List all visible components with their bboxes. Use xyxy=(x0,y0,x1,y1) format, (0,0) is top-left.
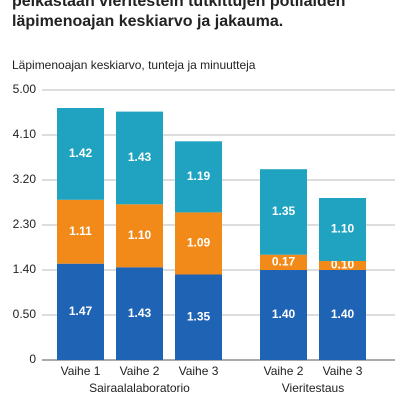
bar-segment xyxy=(260,270,307,360)
bar-segment xyxy=(260,254,307,270)
x-tick-label: Vaihe 3 xyxy=(323,364,363,378)
bar-segment xyxy=(116,204,163,268)
bar-segment xyxy=(175,212,222,275)
value-label: 1.35 xyxy=(187,309,211,323)
group-label: Vieritestaus xyxy=(282,381,344,395)
value-label: 1.40 xyxy=(331,307,355,321)
y-tick-label: 5.00 xyxy=(13,82,37,96)
value-label: 0.10 xyxy=(331,258,355,272)
chart-title: läpimenoajan keskiarvo ja jakauma. xyxy=(12,13,283,30)
y-tick-label: 0 xyxy=(29,352,36,366)
bar-segment xyxy=(57,199,104,264)
bar-segment xyxy=(319,261,366,270)
value-label: 1.09 xyxy=(187,236,211,250)
y-tick-label: 0.50 xyxy=(13,307,37,321)
bar-segment xyxy=(175,274,222,360)
y-tick-label: 3.20 xyxy=(13,172,37,186)
x-tick-label: Vaihe 2 xyxy=(120,364,160,378)
value-label: 1.35 xyxy=(272,204,296,218)
bar-segment xyxy=(116,267,163,360)
bar-segment xyxy=(260,169,307,255)
bar-segment xyxy=(57,263,104,360)
bar-segment xyxy=(116,111,163,205)
bar-segment xyxy=(319,198,366,261)
value-label: 0.17 xyxy=(272,255,296,269)
value-label: 1.42 xyxy=(69,146,93,160)
bar-segment xyxy=(57,108,104,200)
bar-segment xyxy=(319,270,366,360)
value-label: 1.40 xyxy=(272,307,296,321)
y-tick-label: 1.40 xyxy=(13,262,37,276)
bar-segment xyxy=(175,141,222,213)
chart-title: pelkästään vieritestein tutkittujen poti… xyxy=(12,0,345,10)
value-label: 1.11 xyxy=(69,224,92,238)
group-label: Sairaalalaboratorio xyxy=(89,381,190,395)
y-tick-label: 4.10 xyxy=(13,127,37,141)
value-label: 1.10 xyxy=(128,228,152,242)
x-tick-label: Vaihe 3 xyxy=(179,364,219,378)
value-label: 1.47 xyxy=(69,304,93,318)
value-label: 1.43 xyxy=(128,150,152,164)
value-label: 1.43 xyxy=(128,306,152,320)
y-tick-label: 2.30 xyxy=(13,217,37,231)
value-label: 1.10 xyxy=(331,222,355,236)
chart-subtitle: Läpimenoajan keskiarvo, tunteja ja minuu… xyxy=(12,58,256,72)
x-tick-label: Vaihe 1 xyxy=(61,364,101,378)
value-label: 1.19 xyxy=(187,169,211,183)
x-tick-label: Vaihe 2 xyxy=(264,364,304,378)
